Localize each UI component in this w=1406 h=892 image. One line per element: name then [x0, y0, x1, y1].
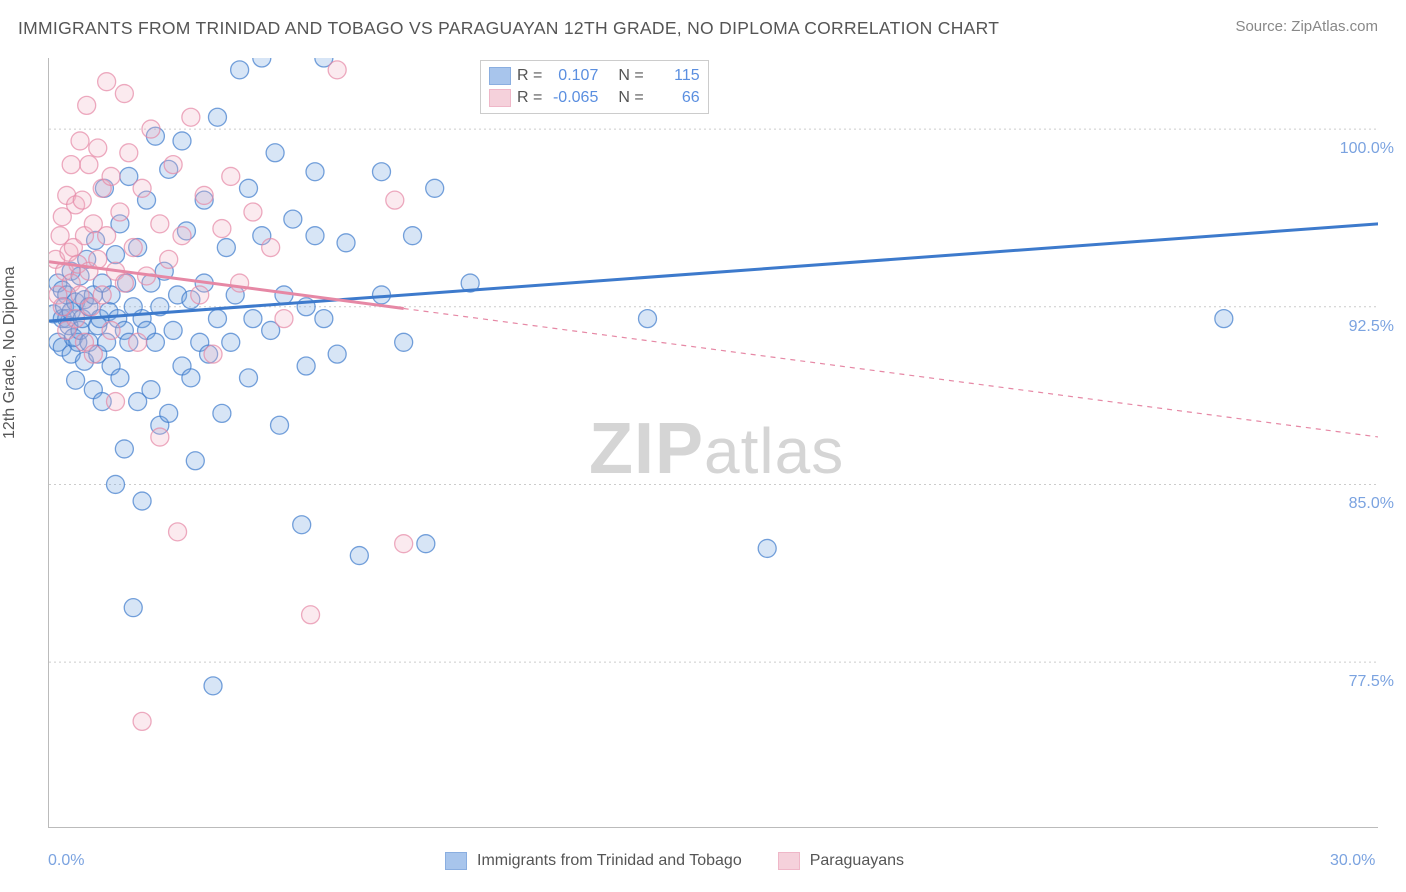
n-label: N =: [618, 65, 643, 87]
y-tick-label: 100.0%: [1340, 140, 1394, 158]
x-tick-label: 30.0%: [1330, 852, 1375, 870]
y-tick-label: 92.5%: [1349, 318, 1394, 336]
y-axis-label: 12th Grade, No Diploma: [1, 266, 19, 439]
chart-title: IMMIGRANTS FROM TRINIDAD AND TOBAGO VS P…: [18, 18, 999, 39]
r-value-series2: -0.065: [548, 87, 598, 109]
y-tick-label: 85.0%: [1349, 495, 1394, 513]
series-legend: Immigrants from Trinidad and Tobago Para…: [445, 852, 904, 870]
legend-label-series2: Paraguayans: [810, 852, 904, 870]
r-label: R =: [517, 87, 542, 109]
stats-legend: R = 0.107 N = 115 R = -0.065 N = 66: [480, 60, 709, 114]
swatch-series2-bottom: [778, 852, 800, 870]
n-label: N =: [618, 87, 643, 109]
swatch-series2: [489, 89, 511, 107]
r-value-series1: 0.107: [548, 65, 598, 87]
source-attribution: Source: ZipAtlas.com: [1235, 18, 1378, 35]
stats-row-series2: R = -0.065 N = 66: [489, 87, 700, 109]
swatch-series1: [489, 67, 511, 85]
legend-label-series1: Immigrants from Trinidad and Tobago: [477, 852, 742, 870]
scatter-svg: [49, 58, 1378, 827]
r-label: R =: [517, 65, 542, 87]
n-value-series1: 115: [650, 65, 700, 87]
x-tick-label: 0.0%: [48, 852, 84, 870]
y-tick-label: 77.5%: [1349, 673, 1394, 691]
n-value-series2: 66: [650, 87, 700, 109]
stats-row-series1: R = 0.107 N = 115: [489, 65, 700, 87]
swatch-series1-bottom: [445, 852, 467, 870]
plot-area: ZIPatlas: [48, 58, 1378, 828]
